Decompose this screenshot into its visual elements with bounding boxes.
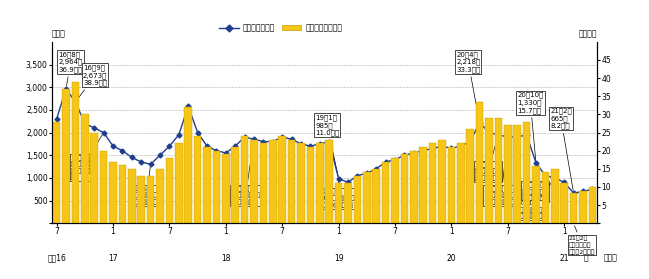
Bar <box>448 147 455 223</box>
Bar <box>561 183 568 223</box>
Bar <box>570 193 578 223</box>
Bar <box>278 136 286 223</box>
Text: 平成16: 平成16 <box>47 254 66 263</box>
Text: 20: 20 <box>447 254 456 263</box>
Legend: 認知件数（件）, 被害総額（億円）: 認知件数（件）, 被害総額（億円） <box>216 20 345 35</box>
Bar <box>62 89 70 223</box>
Bar <box>184 107 192 223</box>
Bar <box>485 118 493 223</box>
Bar <box>400 154 408 223</box>
Text: 年: 年 <box>583 254 588 263</box>
Bar <box>316 143 324 223</box>
Bar <box>419 147 427 223</box>
Text: 20年10月
強化推進期間
実施（1回目）: 20年10月 強化推進期間 実施（1回目） <box>522 166 548 201</box>
Text: 19年1月
985件
11.0億円: 19年1月 985件 11.0億円 <box>315 114 339 176</box>
Bar <box>551 169 559 223</box>
Bar <box>438 140 446 223</box>
Bar <box>203 147 211 223</box>
Bar <box>457 143 465 223</box>
Bar <box>297 143 305 223</box>
Text: 18: 18 <box>221 254 230 263</box>
Text: 21年2月
強化推進期間
実施（2回目）: 21年2月 強化推進期間 実施（2回目） <box>569 226 595 254</box>
Text: 20年7月
振り込め詐欺撲滅ア
クションプラン策定: 20年7月 振り込め詐欺撲滅ア クションプラン策定 <box>484 140 518 205</box>
Text: 19: 19 <box>334 254 343 263</box>
Bar <box>90 133 98 223</box>
Text: 17年5月
携帯電話不正利用
防止法一部施行: 17年5月 携帯電話不正利用 防止法一部施行 <box>132 167 162 205</box>
Bar <box>391 158 398 223</box>
Bar <box>288 140 295 223</box>
Bar <box>335 183 343 223</box>
Text: 16年8月
2,964件
36.9億円: 16年8月 2,964件 36.9億円 <box>58 51 83 86</box>
Bar <box>504 125 511 223</box>
Bar <box>138 176 145 223</box>
Text: 20年10月
1,330件
15.7億円: 20年10月 1,330件 15.7億円 <box>517 92 544 160</box>
Bar <box>194 136 201 223</box>
Bar <box>241 136 249 223</box>
Bar <box>81 114 88 223</box>
Bar <box>109 162 117 223</box>
Bar <box>128 169 136 223</box>
Text: 20年6月
警察庁振り込め
詐欺対策室設置: 20年6月 警察庁振り込め 詐欺対策室設置 <box>475 138 501 181</box>
Bar <box>410 151 417 223</box>
Bar <box>382 162 389 223</box>
Bar <box>344 183 352 223</box>
Text: 21: 21 <box>559 254 569 263</box>
Bar <box>71 82 79 223</box>
Bar <box>513 125 521 223</box>
Text: （件）: （件） <box>52 29 66 38</box>
Text: 16年12月
改正金融機関
等本人確認法
施行: 16年12月 改正金融機関 等本人確認法 施行 <box>71 135 102 180</box>
Bar <box>579 191 587 223</box>
Text: 19年1月
ATM現金振込限度
額を10万円に制限: 19年1月 ATM現金振込限度 額を10万円に制限 <box>320 181 355 208</box>
Text: 17: 17 <box>108 254 118 263</box>
Bar <box>532 166 540 223</box>
Bar <box>156 169 164 223</box>
Bar <box>354 176 361 223</box>
Bar <box>306 147 314 223</box>
Bar <box>373 169 380 223</box>
Bar <box>476 102 484 223</box>
Bar <box>363 172 371 223</box>
Bar <box>175 143 182 223</box>
Bar <box>542 172 549 223</box>
Text: 20年4月
2,218件
33.3億円: 20年4月 2,218件 33.3億円 <box>456 51 480 120</box>
Bar <box>429 143 436 223</box>
Bar <box>325 140 333 223</box>
Bar <box>165 158 173 223</box>
Text: （億円）: （億円） <box>578 29 597 38</box>
Bar <box>100 151 107 223</box>
Text: 16年9月
2,673件
38.9億円: 16年9月 2,673件 38.9億円 <box>77 64 107 100</box>
Text: 21年2月
665件
8.2億円: 21年2月 665件 8.2億円 <box>550 108 573 190</box>
Text: （月）: （月） <box>604 254 617 263</box>
Bar <box>495 118 502 223</box>
Bar <box>251 140 258 223</box>
Bar <box>53 122 60 223</box>
Bar <box>232 147 239 223</box>
Bar <box>467 129 474 223</box>
Text: 20年12月
改正携帯電話不正
利用防止法施行: 20年12月 改正携帯電話不正 利用防止法施行 <box>517 180 553 219</box>
Bar <box>213 151 220 223</box>
Bar <box>119 165 126 223</box>
Bar <box>260 143 267 223</box>
Bar <box>147 176 154 223</box>
Bar <box>523 122 530 223</box>
Bar <box>222 154 230 223</box>
Text: 18年4月
携帯電話不正利用
防止法全面施行: 18年4月 携帯電話不正利用 防止法全面施行 <box>230 142 260 205</box>
Bar <box>589 187 596 223</box>
Bar <box>269 140 276 223</box>
